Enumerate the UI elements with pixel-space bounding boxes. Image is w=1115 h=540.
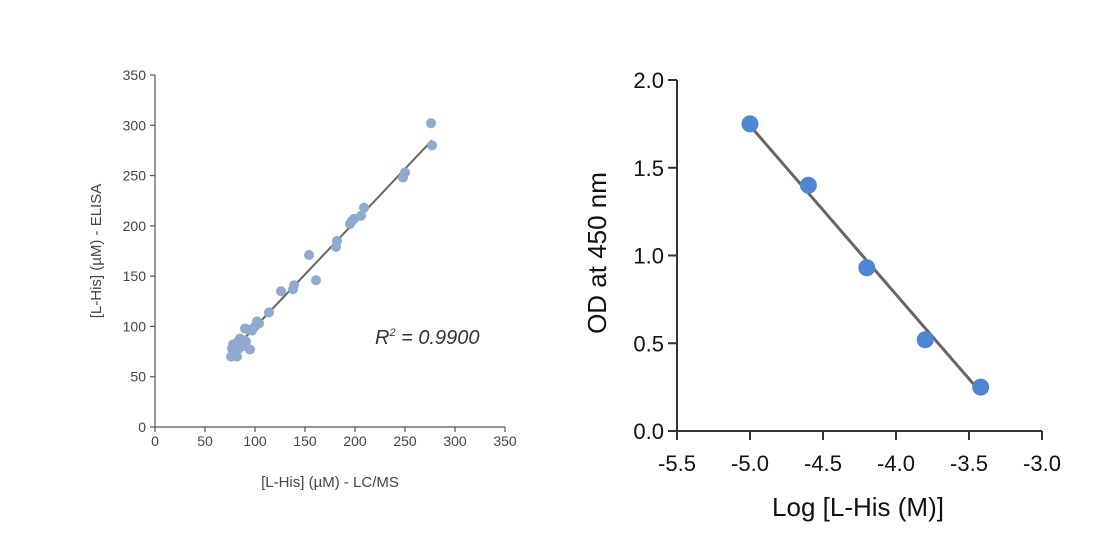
c0-data-point: [276, 286, 286, 297]
c0-x-tick-label: 200: [343, 433, 367, 449]
c1-data-point: [858, 259, 876, 277]
c0-annotation-sup: 2: [388, 327, 395, 339]
chart-left: 0 50 100 150 200 250 300 350 0 50 100 150 200 250 300 3…: [88, 67, 517, 491]
c1-x-tick-label: -4.5: [804, 451, 842, 476]
c0-y-tick-label: 50: [130, 369, 146, 385]
c0-data-point: [254, 318, 264, 329]
c0-data-point: [311, 275, 321, 286]
c0-data-point: [232, 351, 242, 362]
c1-x-tick-label: -5.5: [658, 451, 696, 476]
c1-x-tick-label: -3.0: [1023, 451, 1061, 476]
c0-x-tick-label: 350: [493, 433, 517, 449]
c1-y-axis-label: OD at 450 nm: [582, 172, 612, 334]
c1-data-point: [799, 176, 817, 194]
c0-y-axis-label: [L-His] (µM) - ELISA: [88, 184, 105, 319]
c0-y-tick-label: 0: [138, 419, 146, 435]
c0-annotation-value: = 0.9900: [396, 327, 480, 349]
c0-x-tick-label: 250: [393, 433, 417, 449]
c0-y-tick-label: 250: [123, 168, 147, 184]
c0-data-point: [426, 118, 436, 129]
c0-y-tick-label: 100: [123, 318, 147, 334]
c0-r-squared-annotation: R2 = 0.9900: [375, 327, 480, 349]
c0-x-tick-label: 0: [151, 433, 159, 449]
c0-data-point: [245, 344, 255, 355]
c0-x-tick-label: 300: [443, 433, 467, 449]
c1-fit-line: [748, 124, 982, 394]
c0-y-tick-label: 350: [123, 67, 147, 83]
c0-data-point: [241, 336, 251, 347]
c0-x-tick-label: 100: [243, 433, 267, 449]
c1-data-point: [916, 331, 934, 349]
c0-x-tick-label: 150: [293, 433, 317, 449]
c1-x-tick-label: -5.0: [731, 451, 769, 476]
c0-y-tick-label: 200: [123, 218, 147, 234]
c1-y-tick-label: 1.5: [633, 156, 664, 181]
c1-data-point: [741, 115, 759, 133]
c0-x-axis-label: [L-His] (µM) - LC/MS: [261, 474, 399, 491]
c0-data-point: [304, 250, 314, 261]
c1-x-tick-label: -4.0: [877, 451, 915, 476]
c0-y-tick-label: 300: [123, 117, 147, 133]
c0-data-point: [400, 167, 410, 178]
c0-data-point: [359, 202, 369, 213]
c0-data-point: [332, 235, 342, 246]
chart-right: -5.5 -5.0 -4.5 -4.0 -3.5 -3.00.00.51.01.52.0 …: [582, 68, 1061, 522]
c0-data-point: [289, 280, 299, 291]
c0-x-tick-label: 50: [197, 433, 213, 449]
c0-data-point: [264, 307, 274, 318]
c0-data-point: [356, 210, 366, 221]
c1-y-tick-label: 2.0: [633, 68, 664, 93]
c1-y-tick-label: 0.0: [633, 419, 664, 444]
c1-y-tick-label: 1.0: [633, 244, 664, 269]
c1-x-axis-label: Log [L-His (M)]: [772, 492, 944, 522]
c0-data-point: [427, 140, 437, 151]
c0-annotation-prefix: R: [375, 327, 389, 349]
c1-y-tick-label: 0.5: [633, 331, 664, 356]
c0-y-tick-label: 150: [123, 268, 147, 284]
c1-x-tick-label: -3.5: [950, 451, 988, 476]
c1-data-point: [972, 378, 990, 396]
